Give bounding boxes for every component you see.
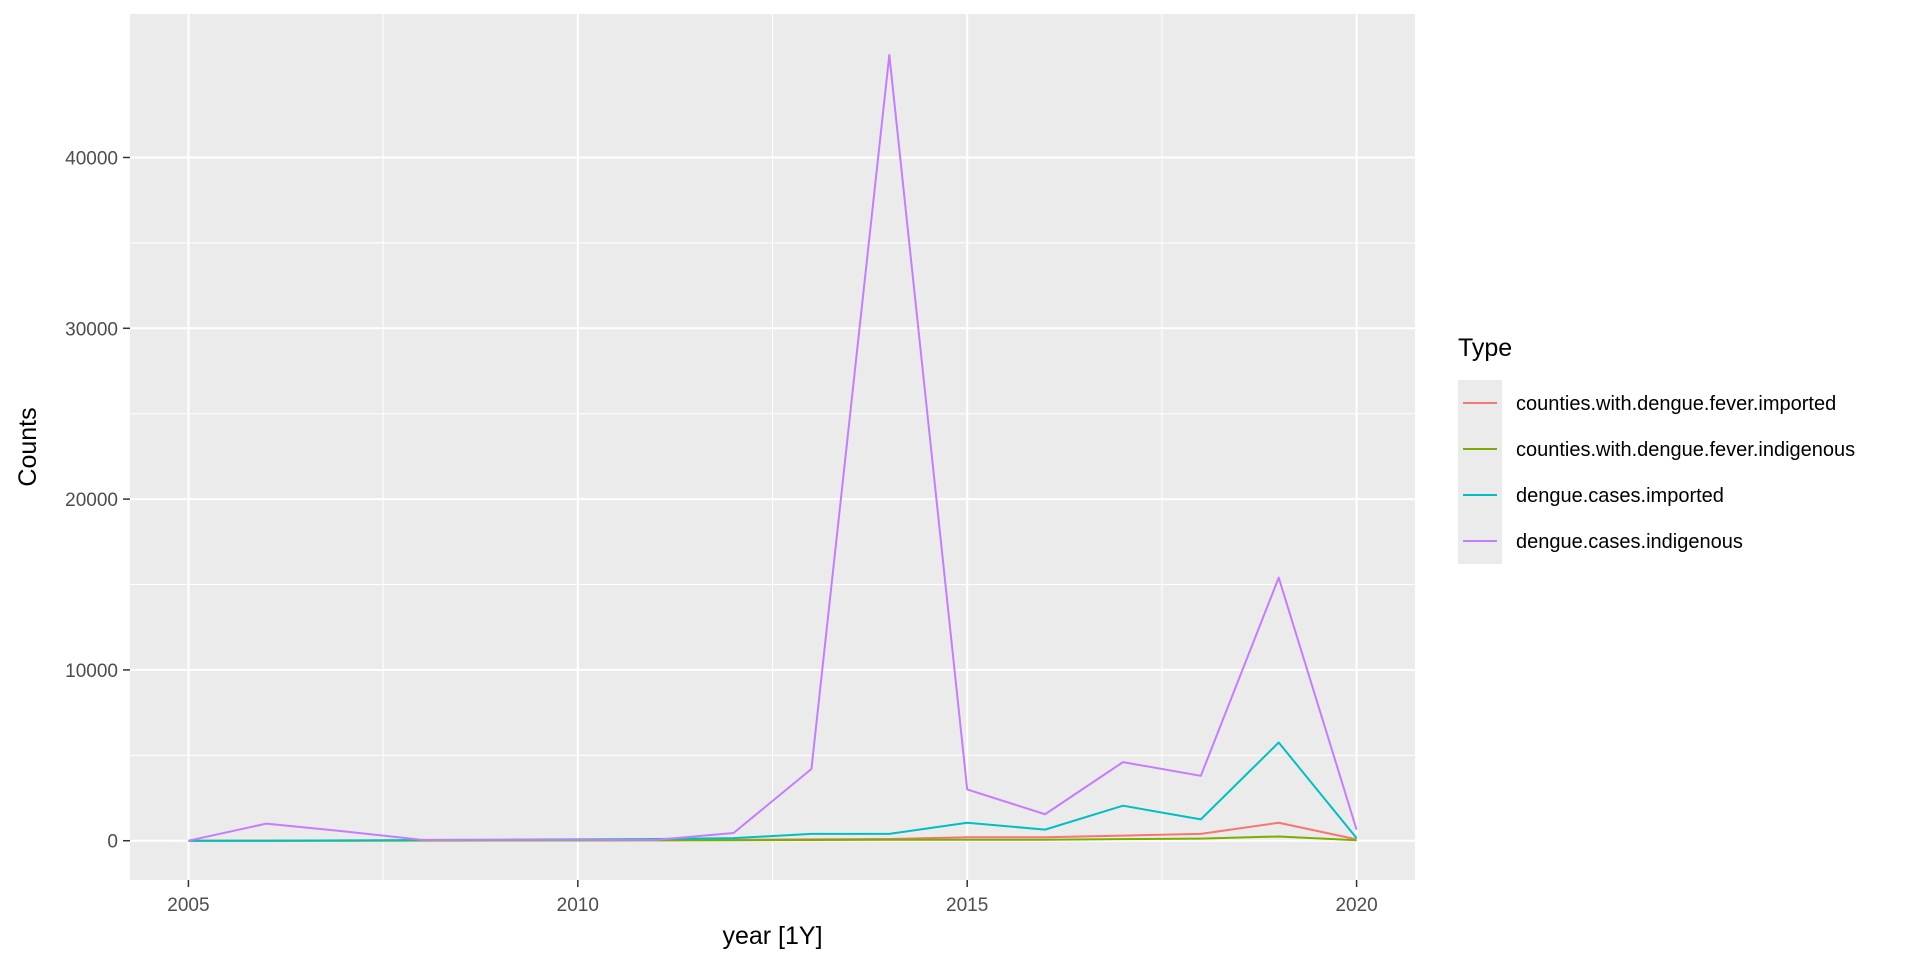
legend-label-2: counties.with.dengue.fever.indigenous — [1516, 439, 1855, 461]
y-tick-label: 20000 — [65, 490, 118, 511]
y-tick-label: 30000 — [65, 319, 118, 340]
grid-major — [130, 14, 1415, 880]
legend-title: Type — [1458, 334, 1512, 362]
y-axis: 0 10000 20000 30000 40000 — [65, 148, 130, 853]
legend: Type counties.with.dengue.fever.imported… — [1458, 334, 1855, 564]
x-axis: 2005 2010 2015 2020 — [167, 880, 1378, 916]
series-line-4 — [188, 53, 1358, 842]
x-tick-label: 2005 — [167, 895, 209, 916]
x-axis-title: year [1Y] — [722, 922, 822, 950]
legend-label-1: counties.with.dengue.fever.imported — [1516, 393, 1836, 415]
legend-items: counties.with.dengue.fever.imported count… — [1463, 393, 1855, 553]
legend-key-background — [1458, 380, 1502, 564]
series-line-3 — [188, 741, 1358, 842]
y-tick-label: 10000 — [65, 661, 118, 682]
x-tick-label: 2010 — [557, 895, 599, 916]
y-axis-title: Counts — [14, 407, 42, 486]
y-tick-label: 0 — [107, 832, 118, 853]
x-tick-label: 2020 — [1335, 895, 1377, 916]
x-tick-label: 2015 — [946, 895, 988, 916]
legend-label-3: dengue.cases.imported — [1516, 485, 1724, 507]
y-tick-label: 40000 — [65, 148, 118, 169]
legend-label-4: dengue.cases.indigenous — [1516, 531, 1743, 553]
series-lines — [188, 53, 1358, 842]
